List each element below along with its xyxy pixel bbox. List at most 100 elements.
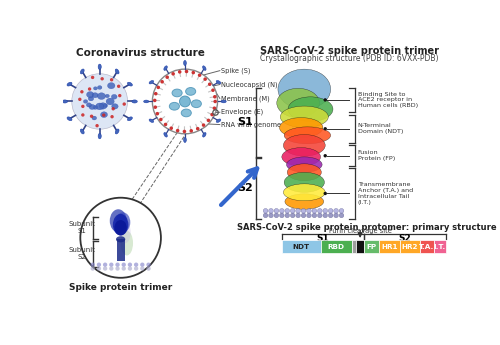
Circle shape — [110, 115, 114, 118]
Ellipse shape — [110, 209, 127, 233]
Ellipse shape — [192, 100, 202, 108]
Circle shape — [103, 263, 108, 267]
Circle shape — [318, 208, 322, 213]
Ellipse shape — [62, 100, 68, 103]
Circle shape — [263, 208, 268, 213]
Circle shape — [128, 263, 132, 267]
Ellipse shape — [216, 80, 221, 84]
Text: Subunit
S1: Subunit S1 — [68, 221, 96, 234]
Circle shape — [140, 266, 144, 271]
Circle shape — [154, 92, 158, 96]
Circle shape — [117, 85, 120, 88]
Text: S2: S2 — [238, 184, 253, 194]
Ellipse shape — [112, 104, 118, 109]
Circle shape — [334, 208, 338, 213]
Circle shape — [116, 263, 119, 267]
Ellipse shape — [285, 194, 324, 209]
Ellipse shape — [103, 104, 108, 107]
Circle shape — [160, 80, 164, 83]
Text: RBD: RBD — [328, 244, 344, 249]
Ellipse shape — [93, 106, 98, 109]
Circle shape — [81, 113, 84, 117]
Ellipse shape — [116, 212, 130, 233]
Circle shape — [90, 263, 95, 267]
Text: Subunit
S2: Subunit S2 — [68, 247, 96, 260]
Ellipse shape — [149, 119, 154, 122]
Circle shape — [109, 266, 114, 271]
Circle shape — [204, 77, 207, 81]
Circle shape — [324, 127, 327, 130]
Ellipse shape — [286, 157, 322, 172]
Ellipse shape — [105, 94, 110, 98]
Ellipse shape — [100, 112, 107, 118]
Circle shape — [72, 74, 128, 129]
Circle shape — [88, 87, 92, 91]
Ellipse shape — [170, 102, 179, 110]
Circle shape — [280, 208, 284, 213]
Ellipse shape — [128, 117, 132, 121]
Circle shape — [178, 70, 182, 73]
Circle shape — [80, 198, 161, 278]
Circle shape — [274, 213, 278, 218]
Ellipse shape — [277, 88, 320, 118]
Ellipse shape — [98, 86, 102, 89]
Ellipse shape — [164, 66, 168, 70]
Circle shape — [296, 208, 300, 213]
Text: Spike protein trimer: Spike protein trimer — [69, 283, 172, 292]
Circle shape — [318, 213, 322, 218]
Circle shape — [210, 113, 214, 116]
Text: NDT: NDT — [292, 244, 310, 249]
Circle shape — [118, 94, 122, 97]
Ellipse shape — [120, 231, 133, 255]
Circle shape — [212, 107, 216, 110]
Ellipse shape — [86, 91, 94, 98]
Ellipse shape — [98, 93, 106, 99]
Ellipse shape — [84, 100, 88, 103]
Text: S1: S1 — [316, 234, 330, 243]
Circle shape — [153, 99, 156, 102]
Circle shape — [290, 213, 295, 218]
Circle shape — [154, 106, 157, 109]
Circle shape — [285, 208, 290, 213]
Circle shape — [166, 76, 169, 79]
Circle shape — [146, 266, 150, 271]
Circle shape — [122, 102, 126, 106]
Ellipse shape — [113, 214, 128, 235]
Text: HR1: HR1 — [382, 244, 398, 249]
Circle shape — [122, 263, 126, 267]
Circle shape — [208, 82, 212, 86]
Circle shape — [180, 96, 190, 107]
Circle shape — [312, 208, 316, 213]
Circle shape — [156, 86, 160, 89]
Circle shape — [159, 118, 162, 121]
Ellipse shape — [92, 93, 98, 98]
Circle shape — [134, 263, 138, 267]
Text: HR2: HR2 — [402, 244, 418, 249]
Ellipse shape — [80, 69, 84, 74]
Circle shape — [213, 95, 216, 99]
Ellipse shape — [184, 137, 186, 142]
Circle shape — [268, 208, 274, 213]
Text: Binding Site to
ACE2 receptor in
Human cells (RBD): Binding Site to ACE2 receptor in Human c… — [358, 92, 418, 108]
Circle shape — [103, 266, 108, 271]
Circle shape — [100, 77, 104, 80]
Text: T.A.: T.A. — [419, 244, 434, 249]
Bar — [400, 240, 420, 253]
Text: S1: S1 — [238, 117, 253, 127]
Text: Furin cleavage site: Furin cleavage site — [328, 228, 392, 234]
Ellipse shape — [278, 69, 330, 109]
Circle shape — [206, 119, 210, 122]
Circle shape — [312, 213, 316, 218]
Ellipse shape — [216, 119, 221, 122]
Text: S2: S2 — [398, 234, 411, 243]
Circle shape — [211, 88, 215, 92]
Circle shape — [182, 130, 186, 133]
Ellipse shape — [88, 96, 94, 101]
Ellipse shape — [98, 64, 101, 69]
Circle shape — [328, 213, 333, 218]
Circle shape — [339, 208, 344, 213]
Circle shape — [306, 208, 312, 213]
Circle shape — [202, 124, 205, 127]
Circle shape — [90, 266, 95, 271]
Ellipse shape — [98, 134, 101, 139]
